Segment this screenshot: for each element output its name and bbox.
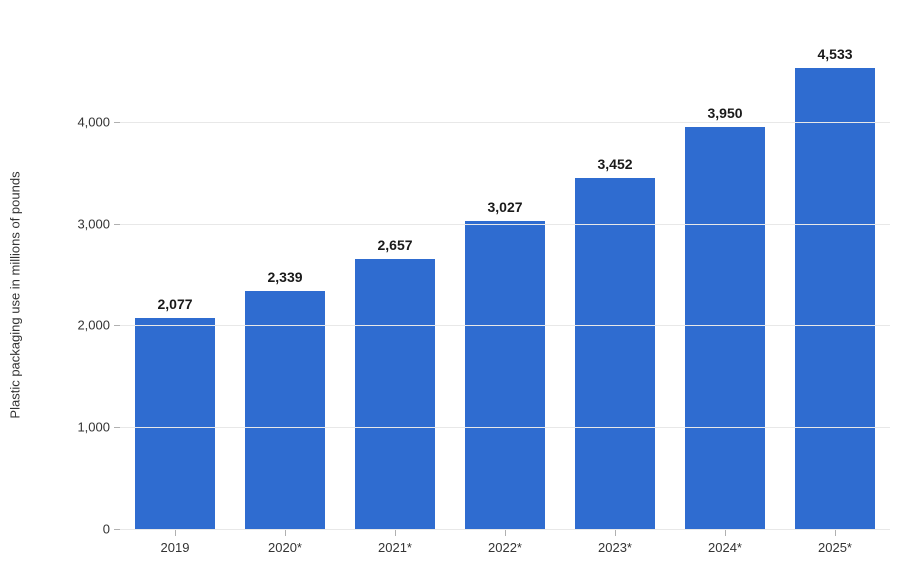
bar-value-label: 2,339 bbox=[267, 269, 302, 291]
x-tick-slot: 2021* bbox=[340, 530, 450, 555]
bar-slot: 2,077 bbox=[120, 20, 230, 529]
bar: 4,533 bbox=[795, 68, 874, 529]
bars-group: 2,077 2,339 2,657 3,027 3,452 3,950 4,533 bbox=[120, 20, 890, 529]
bar-slot: 3,452 bbox=[560, 20, 670, 529]
gridline bbox=[120, 427, 890, 428]
y-tick-label: 2,000 bbox=[77, 318, 120, 333]
bar-value-label: 3,027 bbox=[487, 199, 522, 221]
y-axis-label: Plastic packaging use in millions of pou… bbox=[8, 171, 23, 418]
x-tick-slot: 2019 bbox=[120, 530, 230, 555]
bar-value-label: 4,533 bbox=[817, 46, 852, 68]
x-axis-ticks: 20192020*2021*2022*2023*2024*2025* bbox=[120, 530, 890, 555]
y-tick-label: 3,000 bbox=[77, 216, 120, 231]
x-tick-slot: 2022* bbox=[450, 530, 560, 555]
bar: 2,657 bbox=[355, 259, 434, 529]
bar-slot: 2,657 bbox=[340, 20, 450, 529]
bar: 2,339 bbox=[245, 291, 324, 529]
x-tick-mark bbox=[615, 530, 616, 536]
gridline bbox=[120, 122, 890, 123]
gridline bbox=[120, 325, 890, 326]
x-tick-mark bbox=[175, 530, 176, 536]
bar-slot: 3,027 bbox=[450, 20, 560, 529]
x-tick-slot: 2024* bbox=[670, 530, 780, 555]
y-tick-label: 1,000 bbox=[77, 420, 120, 435]
bar-slot: 4,533 bbox=[780, 20, 890, 529]
gridline bbox=[120, 224, 890, 225]
bar-chart: Plastic packaging use in millions of pou… bbox=[50, 10, 900, 580]
bar-slot: 3,950 bbox=[670, 20, 780, 529]
y-tick-label: 0 bbox=[103, 522, 120, 537]
x-tick-slot: 2025* bbox=[780, 530, 890, 555]
bar: 3,950 bbox=[685, 127, 764, 529]
plot-area: 2,0772,3392,6573,0273,4523,9504,533 01,0… bbox=[120, 20, 890, 530]
x-tick-mark bbox=[395, 530, 396, 536]
x-tick-slot: 2023* bbox=[560, 530, 670, 555]
x-tick-mark bbox=[835, 530, 836, 536]
bar-value-label: 2,077 bbox=[157, 296, 192, 318]
x-tick-mark bbox=[725, 530, 726, 536]
bar: 3,452 bbox=[575, 178, 654, 529]
x-tick-slot: 2020* bbox=[230, 530, 340, 555]
x-tick-mark bbox=[505, 530, 506, 536]
bar-value-label: 2,657 bbox=[377, 237, 412, 259]
bar-value-label: 3,950 bbox=[707, 105, 742, 127]
bar-value-label: 3,452 bbox=[597, 156, 632, 178]
bar: 3,027 bbox=[465, 221, 544, 529]
bar-slot: 2,339 bbox=[230, 20, 340, 529]
y-tick-label: 4,000 bbox=[77, 114, 120, 129]
bar: 2,077 bbox=[135, 318, 214, 529]
x-tick-mark bbox=[285, 530, 286, 536]
